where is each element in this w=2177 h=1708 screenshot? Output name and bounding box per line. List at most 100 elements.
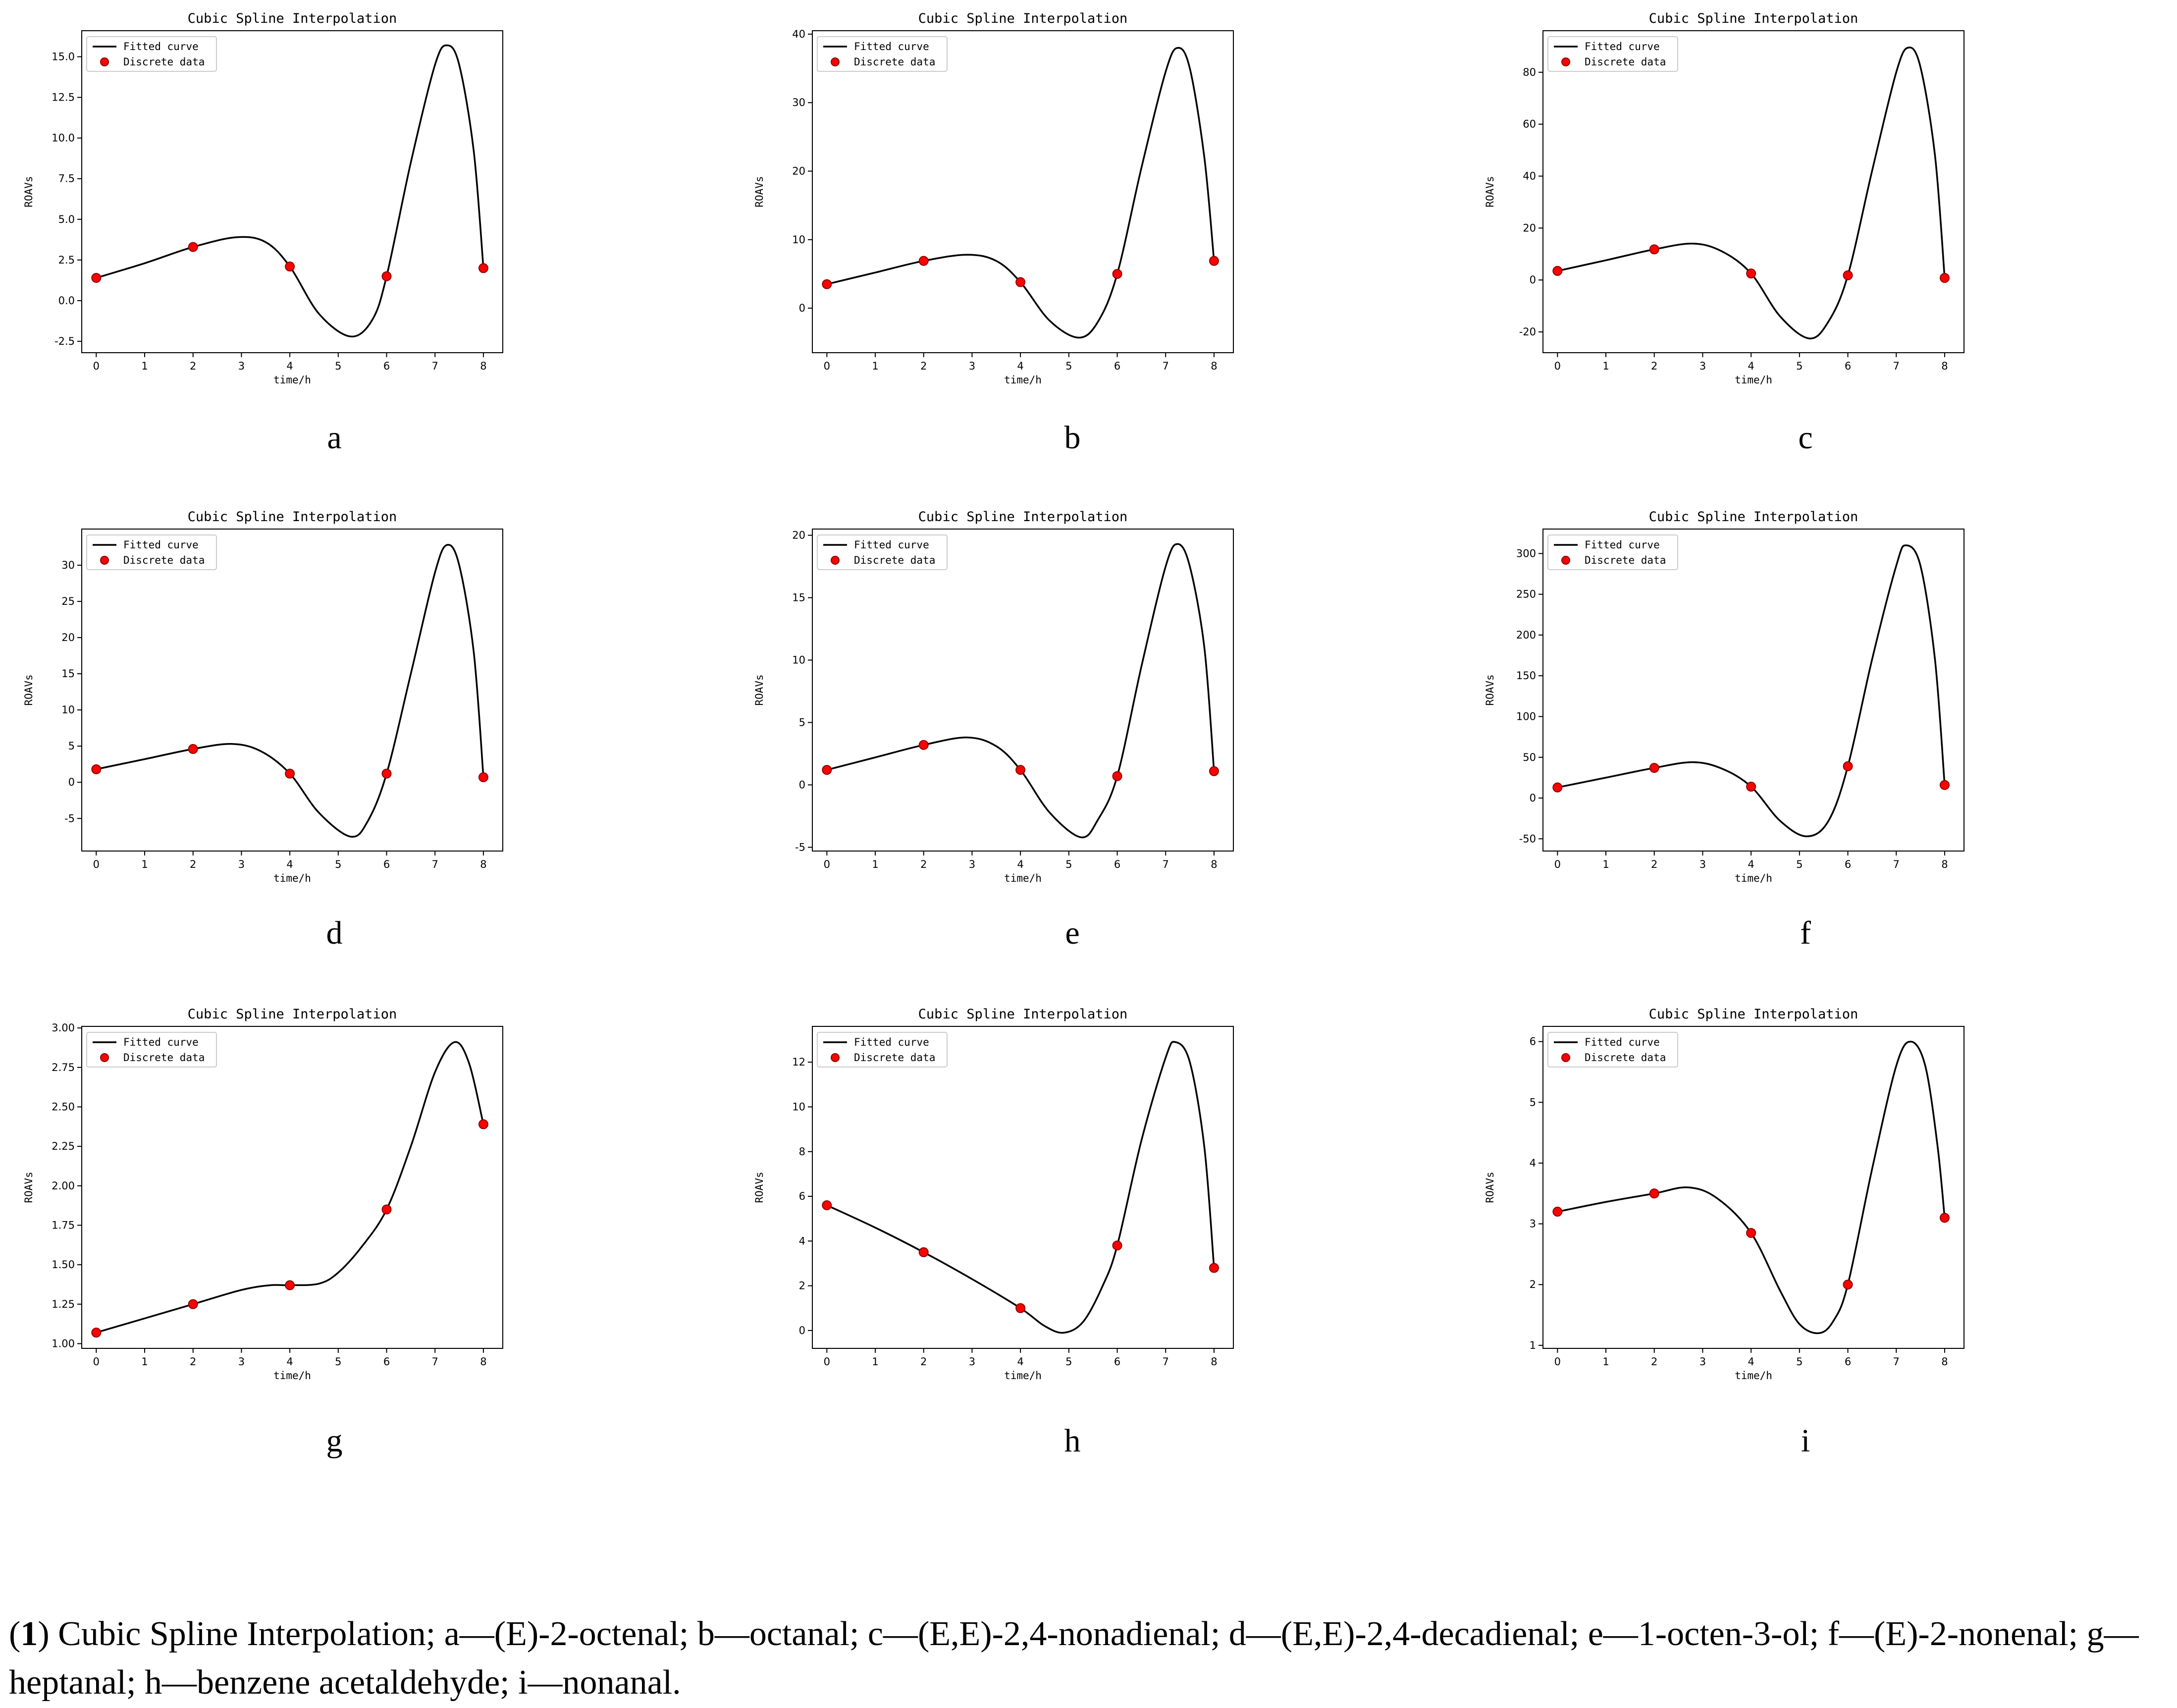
x-axis-label: time/h bbox=[273, 872, 311, 884]
x-tick-label: 6 bbox=[1845, 858, 1851, 870]
data-point bbox=[1015, 277, 1026, 287]
x-tick-label: 4 bbox=[1017, 360, 1023, 372]
legend: Fitted curve Discrete data bbox=[86, 1032, 217, 1068]
data-point bbox=[918, 740, 929, 750]
y-tick-label: 2.50 bbox=[52, 1101, 75, 1113]
y-tick-label: 7.5 bbox=[58, 173, 75, 185]
x-tick-label: 4 bbox=[1017, 1356, 1023, 1368]
figure-caption: (1) Cubic Spline Interpolation; a—(E)-2-… bbox=[9, 1610, 2169, 1707]
legend-point-swatch bbox=[831, 57, 840, 66]
fitted-curve bbox=[96, 543, 484, 838]
y-tick-label: 10 bbox=[792, 654, 805, 666]
y-tick-label: 20 bbox=[61, 632, 75, 643]
plot-frame bbox=[812, 30, 1234, 353]
legend: Fitted curve Discrete data bbox=[86, 36, 217, 72]
x-axis-label: time/h bbox=[273, 1370, 311, 1382]
y-tick-label: 100 bbox=[1516, 710, 1536, 722]
x-tick-label: 5 bbox=[335, 858, 341, 870]
legend-label-discrete: Discrete data bbox=[1585, 554, 1666, 566]
legend-label-discrete: Discrete data bbox=[854, 1052, 935, 1064]
x-tick-label: 7 bbox=[432, 360, 438, 372]
x-tick-label: 8 bbox=[480, 858, 486, 870]
x-tick-label: 2 bbox=[920, 1356, 927, 1368]
subfigure-letter: d bbox=[326, 915, 343, 951]
subfigure-letter: c bbox=[1798, 420, 1812, 456]
legend-box bbox=[86, 36, 217, 72]
legend-point-swatch bbox=[100, 556, 109, 565]
fitted-curve bbox=[826, 1041, 1215, 1334]
x-tick-label: 7 bbox=[1893, 858, 1900, 870]
y-axis-label: ROAVs bbox=[23, 674, 35, 705]
plot-frame bbox=[1542, 30, 1965, 353]
subplot-b: Cubic Spline Interpolation 0 1 2 3 4 5 6 7 8 0 10 20… bbox=[753, 11, 1234, 456]
subplot-e: Cubic Spline Interpolation 0 1 2 3 4 5 6 7 8 -5 0 5 1… bbox=[753, 509, 1234, 951]
data-point bbox=[285, 1280, 295, 1290]
data-point bbox=[1209, 766, 1219, 776]
x-tick-label: 0 bbox=[93, 858, 100, 870]
x-tick-label: 1 bbox=[1602, 360, 1609, 372]
x-tick-label: 7 bbox=[432, 1356, 438, 1368]
y-tick-label: 200 bbox=[1516, 629, 1536, 641]
data-point bbox=[822, 765, 832, 775]
x-tick-label: 3 bbox=[969, 360, 975, 372]
y-tick-label: 250 bbox=[1516, 588, 1536, 600]
chart-title: Cubic Spline Interpolation bbox=[188, 11, 397, 26]
legend: Fitted curve Discrete data bbox=[817, 36, 948, 72]
y-tick-label: 12.5 bbox=[52, 92, 75, 104]
x-tick-label: 2 bbox=[1651, 858, 1657, 870]
y-axis-label: ROAVs bbox=[1484, 1172, 1496, 1203]
subplot-i: Cubic Spline Interpolation 0 1 2 3 4 5 6 7 8 1 2 3 4 5… bbox=[1484, 1007, 1965, 1459]
x-tick-label: 0 bbox=[93, 1356, 100, 1368]
caption-prefix-close: ) bbox=[38, 1615, 50, 1653]
y-tick-label: 10.0 bbox=[52, 132, 75, 144]
plot-frame bbox=[81, 30, 503, 353]
data-point bbox=[478, 772, 488, 783]
plot-frame bbox=[812, 1026, 1234, 1349]
caption-number: 1 bbox=[20, 1615, 38, 1653]
x-tick-label: 0 bbox=[1554, 858, 1561, 870]
legend: Fitted curve Discrete data bbox=[1547, 534, 1678, 570]
x-tick-label: 4 bbox=[1748, 360, 1754, 372]
x-tick-label: 7 bbox=[432, 858, 438, 870]
subfigure-letter: g bbox=[326, 1423, 343, 1459]
y-tick-label: 5 bbox=[799, 717, 805, 729]
legend-point-swatch bbox=[831, 1053, 840, 1062]
subplot-g: Cubic Spline Interpolation 0 1 2 3 4 5 6 7 8 1.00 1… bbox=[23, 1007, 503, 1459]
legend-label-fitted: Fitted curve bbox=[854, 539, 929, 551]
x-tick-label: 3 bbox=[1699, 858, 1706, 870]
y-tick-label: 25 bbox=[61, 595, 75, 607]
subfigure-letter: i bbox=[1801, 1423, 1810, 1459]
x-tick-label: 5 bbox=[1065, 360, 1072, 372]
y-tick-label: 15 bbox=[792, 592, 805, 604]
x-tick-label: 1 bbox=[872, 360, 878, 372]
x-axis-label: time/h bbox=[1735, 872, 1772, 884]
y-tick-label: 10 bbox=[792, 1101, 805, 1113]
x-tick-label: 5 bbox=[1065, 1356, 1072, 1368]
x-tick-label: 8 bbox=[1941, 1356, 1948, 1368]
x-tick-label: 2 bbox=[190, 858, 196, 870]
x-tick-label: 5 bbox=[1065, 858, 1072, 870]
y-tick-label: 0 bbox=[1530, 274, 1536, 286]
y-tick-label: -2.5 bbox=[54, 335, 75, 347]
y-tick-label: 1.75 bbox=[52, 1219, 75, 1231]
y-tick-label: -50 bbox=[1519, 833, 1536, 845]
y-tick-label: 1.00 bbox=[52, 1337, 75, 1349]
data-point bbox=[188, 1299, 198, 1309]
data-point bbox=[918, 1247, 929, 1257]
subfigure-letter: b bbox=[1064, 420, 1081, 456]
x-tick-label: 0 bbox=[824, 360, 830, 372]
y-tick-label: 4 bbox=[799, 1235, 805, 1247]
y-tick-label: 5 bbox=[1530, 1096, 1536, 1108]
x-axis-label: time/h bbox=[1735, 374, 1772, 386]
x-tick-label: 1 bbox=[1602, 1356, 1609, 1368]
chart-title: Cubic Spline Interpolation bbox=[1649, 11, 1858, 26]
y-tick-label: 10 bbox=[61, 704, 75, 716]
y-tick-label: 6 bbox=[1530, 1036, 1536, 1048]
legend-box bbox=[817, 1032, 948, 1068]
x-tick-label: 3 bbox=[969, 858, 975, 870]
y-tick-label: 10 bbox=[792, 234, 805, 246]
data-point bbox=[1746, 782, 1756, 792]
y-tick-label: 3 bbox=[1530, 1218, 1536, 1230]
data-point bbox=[1112, 268, 1122, 279]
legend-point-swatch bbox=[831, 556, 840, 565]
